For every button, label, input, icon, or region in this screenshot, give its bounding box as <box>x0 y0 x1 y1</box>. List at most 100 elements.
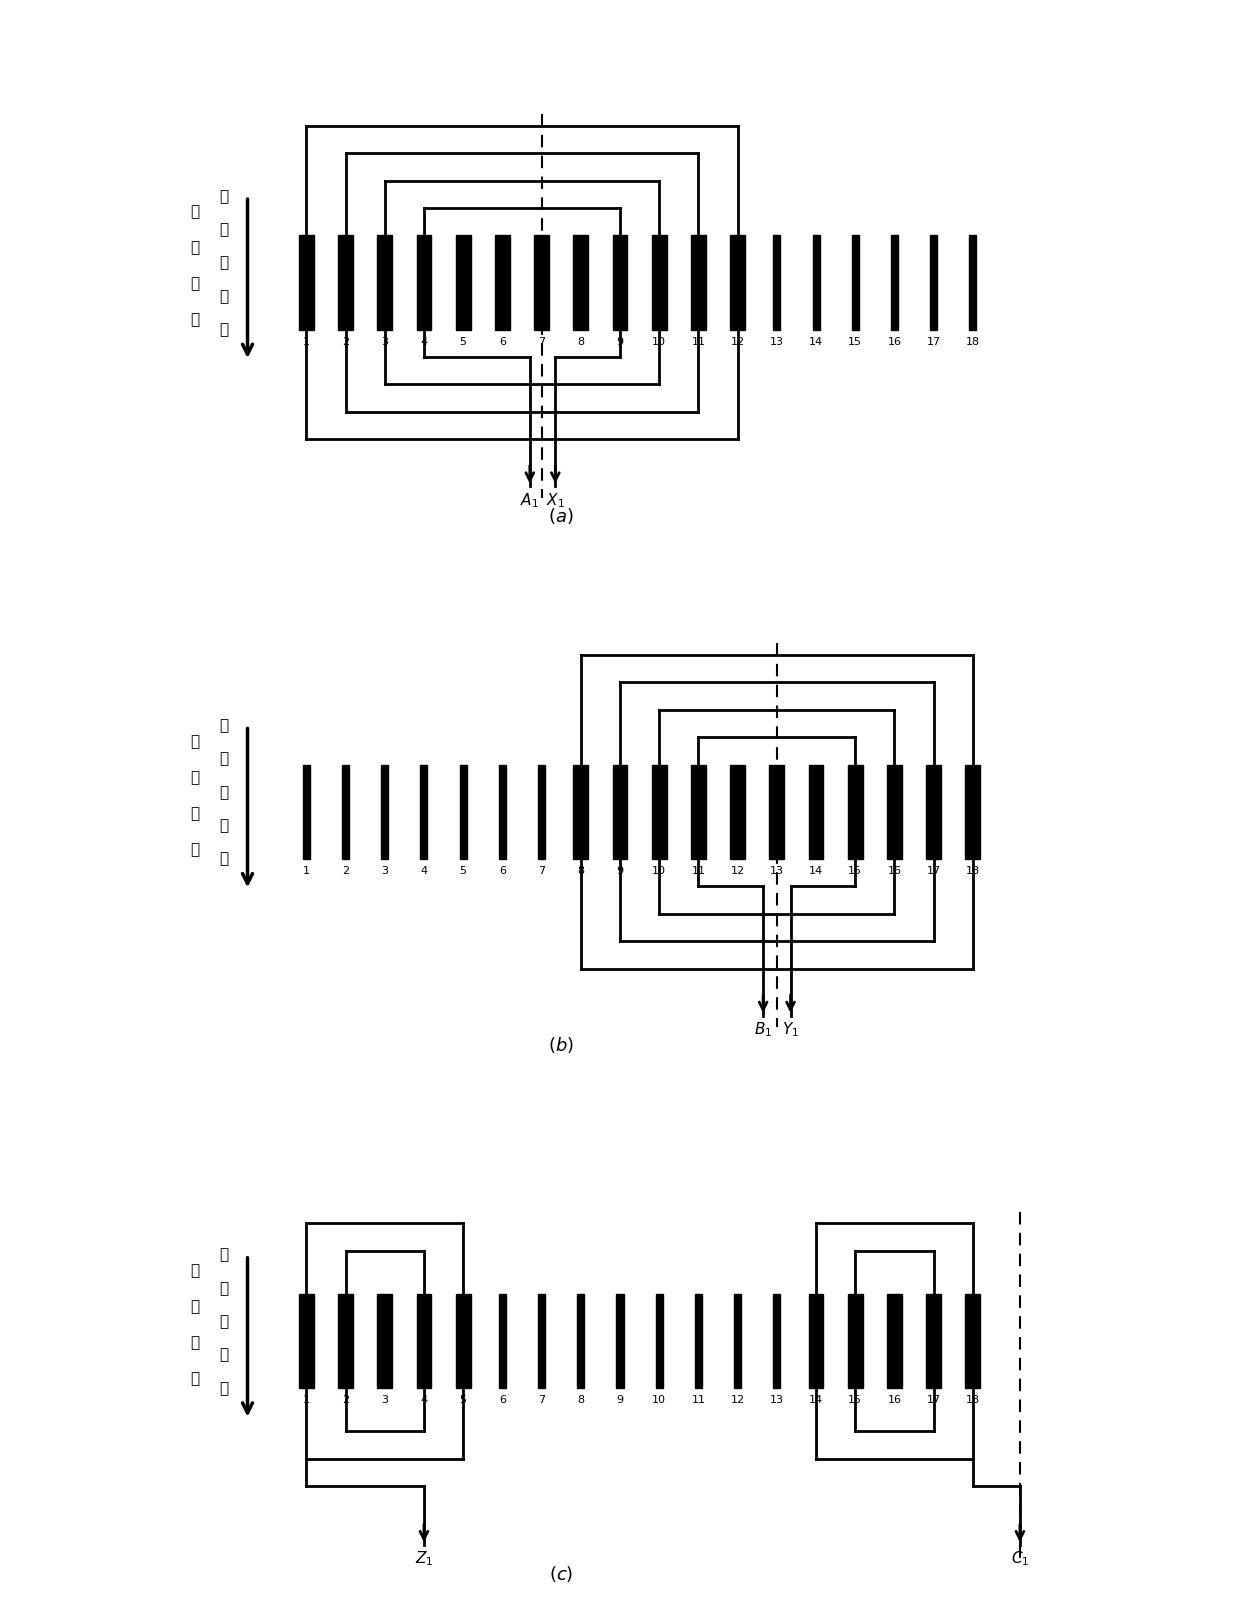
Bar <box>417 1294 432 1387</box>
Text: 15: 15 <box>848 866 862 876</box>
Bar <box>613 236 627 329</box>
Text: 回: 回 <box>219 255 228 271</box>
Bar <box>381 765 388 858</box>
Text: 6: 6 <box>498 337 506 346</box>
Bar <box>573 765 588 858</box>
Bar <box>848 765 863 858</box>
Text: 16: 16 <box>888 337 901 346</box>
Bar <box>534 236 549 329</box>
Bar <box>812 236 820 329</box>
Text: 4: 4 <box>420 337 428 346</box>
Text: 13: 13 <box>770 337 784 346</box>
Text: 5: 5 <box>460 1395 466 1405</box>
Text: 11: 11 <box>692 866 706 876</box>
Text: 1: 1 <box>303 337 310 346</box>
Text: 18: 18 <box>966 866 980 876</box>
Bar <box>691 765 706 858</box>
Text: 14: 14 <box>808 866 823 876</box>
Bar <box>456 236 471 329</box>
Text: 流: 流 <box>190 1262 200 1278</box>
Text: 10: 10 <box>652 337 666 346</box>
Bar <box>887 1294 901 1387</box>
Bar <box>930 236 937 329</box>
Text: 方: 方 <box>190 1335 200 1351</box>
Text: 4: 4 <box>420 1395 428 1405</box>
Text: $X_1$: $X_1$ <box>546 491 564 510</box>
Bar <box>966 1294 981 1387</box>
Text: 方: 方 <box>190 805 200 821</box>
Text: 14: 14 <box>808 337 823 346</box>
Bar <box>613 765 627 858</box>
Text: 向: 向 <box>190 842 200 857</box>
Text: 6: 6 <box>498 866 506 876</box>
Text: 6: 6 <box>498 1395 506 1405</box>
Text: 正: 正 <box>190 1299 200 1314</box>
Text: 11: 11 <box>692 337 706 346</box>
Text: 2: 2 <box>342 866 350 876</box>
Bar <box>538 765 546 858</box>
Bar <box>852 236 859 329</box>
Text: 圈: 圈 <box>219 751 228 767</box>
Text: $Y_1$: $Y_1$ <box>782 1020 799 1039</box>
Bar <box>652 236 667 329</box>
Text: 11: 11 <box>692 1395 706 1405</box>
Bar <box>890 236 898 329</box>
Text: 16: 16 <box>888 866 901 876</box>
Text: 4: 4 <box>420 866 428 876</box>
Text: 8: 8 <box>578 1395 584 1405</box>
Text: 14: 14 <box>808 1395 823 1405</box>
Text: 18: 18 <box>966 1395 980 1405</box>
Text: $B_1$: $B_1$ <box>754 1020 773 1039</box>
Text: 13: 13 <box>770 866 784 876</box>
Text: 回: 回 <box>219 1314 228 1330</box>
Bar <box>417 236 432 329</box>
Text: 9: 9 <box>616 866 624 876</box>
Bar <box>691 236 706 329</box>
Text: $C_1$: $C_1$ <box>1011 1549 1029 1569</box>
Bar <box>339 1294 353 1387</box>
Text: 15: 15 <box>848 1395 862 1405</box>
Text: 方: 方 <box>190 276 200 292</box>
Bar <box>616 1294 624 1387</box>
Text: 线: 线 <box>219 719 228 733</box>
Text: 2: 2 <box>342 1395 350 1405</box>
Bar <box>808 765 823 858</box>
Bar <box>498 1294 506 1387</box>
Bar <box>339 236 353 329</box>
Bar <box>495 236 510 329</box>
Text: 圈: 圈 <box>219 1280 228 1296</box>
Bar <box>926 1294 941 1387</box>
Text: 3: 3 <box>381 866 388 876</box>
Text: 17: 17 <box>926 1395 941 1405</box>
Text: 2: 2 <box>342 337 350 346</box>
Text: 流: 流 <box>190 733 200 749</box>
Bar <box>774 1294 780 1387</box>
Bar <box>652 765 667 858</box>
Bar <box>926 765 941 858</box>
Bar <box>498 765 506 858</box>
Text: 路: 路 <box>219 1347 228 1362</box>
Text: 回: 回 <box>219 784 228 800</box>
Bar <box>460 765 466 858</box>
Bar <box>342 765 350 858</box>
Text: 17: 17 <box>926 866 941 876</box>
Bar <box>730 236 745 329</box>
Bar <box>694 1294 702 1387</box>
Text: 向: 向 <box>190 313 200 327</box>
Text: 3: 3 <box>381 337 388 346</box>
Text: $Z_1$: $Z_1$ <box>414 1549 433 1569</box>
Text: 线: 线 <box>219 1248 228 1262</box>
Text: 1: 1 <box>303 866 310 876</box>
Text: 路: 路 <box>219 289 228 303</box>
Text: 15: 15 <box>848 337 862 346</box>
Text: 17: 17 <box>926 337 941 346</box>
Text: 12: 12 <box>730 1395 745 1405</box>
Text: 10: 10 <box>652 1395 666 1405</box>
Text: 圈: 圈 <box>219 221 228 237</box>
Text: 3: 3 <box>381 1395 388 1405</box>
Text: 路: 路 <box>219 818 228 832</box>
Bar <box>299 236 314 329</box>
Text: 正: 正 <box>190 241 200 255</box>
Bar <box>966 765 981 858</box>
Bar <box>774 236 780 329</box>
